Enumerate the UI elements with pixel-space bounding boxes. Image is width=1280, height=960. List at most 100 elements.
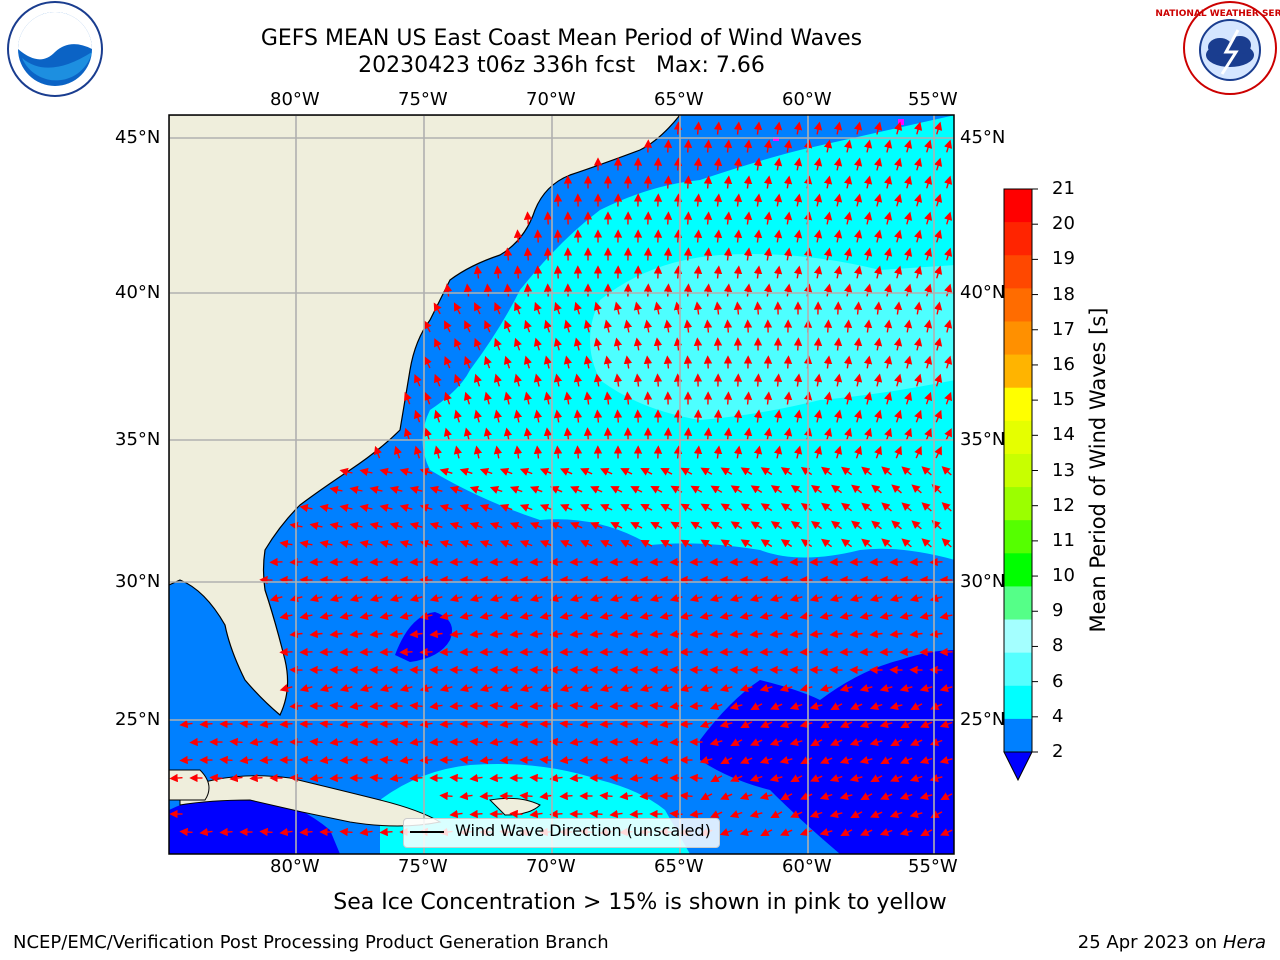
wind-wave-arrow [924,139,933,153]
wind-wave-arrow [720,467,733,476]
wind-wave-arrow [620,540,633,548]
wind-wave-arrow [894,265,903,279]
colorbar-segment [1004,718,1032,753]
wind-wave-arrow [499,684,513,693]
wind-wave-arrow [249,773,263,783]
wind-wave-arrow [454,338,462,351]
wind-wave-arrow [469,521,483,530]
wind-wave-arrow [699,611,713,621]
wind-wave-arrow [769,594,783,603]
wind-wave-arrow [703,139,713,153]
wind-wave-arrow [929,738,943,747]
wind-wave-arrow [493,373,502,387]
wind-wave-arrow [891,484,902,494]
wind-wave-arrow [600,540,613,548]
wind-wave-arrow [289,773,303,783]
wind-wave-arrow [580,468,593,476]
wind-wave-arrow [483,355,492,369]
wind-wave-arrow [583,355,593,369]
wind-wave-arrow [529,701,543,711]
wind-wave-arrow [439,503,453,512]
wind-wave-arrow [773,193,783,207]
map-layers [169,115,954,854]
wind-wave-arrow [669,629,683,639]
wind-wave-arrow [853,193,863,207]
wind-wave-arrow [513,229,523,243]
wind-wave-arrow [613,301,622,315]
wind-wave-arrow [849,774,863,783]
wind-wave-arrow [874,193,883,207]
wind-wave-arrow [659,611,673,621]
wind-wave-arrow [689,773,703,783]
wind-wave-arrow [593,301,602,315]
wind-wave-arrow [679,611,693,621]
colorbar-tick-label: 20 [1052,213,1075,235]
wind-wave-arrow [259,755,273,765]
wind-wave-arrow [720,503,733,512]
wind-wave-arrow [713,193,723,207]
wind-wave-arrow [839,611,853,621]
wind-wave-arrow [783,247,793,261]
wind-wave-arrow [934,193,943,207]
wind-wave-arrow [883,319,893,333]
wind-wave-arrow [843,391,853,405]
wind-wave-arrow [934,157,943,171]
wind-wave-arrow [873,301,883,315]
wind-wave-arrow [693,157,703,171]
colorbar-segment [1004,652,1032,687]
wind-wave-arrow [619,611,633,621]
wind-wave-arrow [793,373,803,387]
wind-wave-arrow [599,791,613,801]
wind-wave-arrow [660,539,673,548]
wind-wave-arrow [663,211,673,225]
wind-wave-arrow [849,629,863,639]
wind-wave-arrow [881,502,892,512]
wind-wave-arrow [941,466,952,476]
wind-wave-arrow [680,467,693,476]
wind-wave-arrow [439,791,453,801]
wind-wave-arrow [519,791,533,801]
wind-wave-arrow [570,486,583,494]
wind-wave-arrow [329,485,343,495]
wind-wave-arrow [389,594,403,603]
wind-wave-arrow [829,774,843,783]
wind-wave-arrow [851,484,863,494]
wind-wave-arrow [663,175,673,189]
wind-wave-arrow [633,301,643,315]
wind-wave-arrow [550,486,563,494]
wind-wave-arrow [713,301,723,315]
wind-wave-arrow [449,809,463,819]
wind-wave-arrow [934,373,943,387]
wind-wave-arrow [809,594,823,603]
colorbar-label: Mean Period of Wind Waves [s] [1086,308,1110,633]
wind-wave-arrow [513,409,523,423]
wind-wave-arrow [944,355,953,369]
wind-wave-arrow [769,629,783,639]
wind-wave-arrow [369,701,383,711]
wind-wave-arrow [349,485,363,495]
wind-wave-arrow [760,467,773,476]
wind-wave-arrow [573,301,582,315]
wind-wave-arrow [723,175,733,189]
wind-wave-arrow [519,611,533,621]
wind-wave-arrow [819,828,833,837]
wind-wave-arrow [479,467,493,476]
wind-wave-arrow [730,521,743,530]
wind-wave-arrow [880,792,893,800]
wind-wave-arrow [750,485,763,494]
wind-wave-arrow [700,503,713,512]
wind-wave-arrow [549,809,563,819]
wind-wave-arrow [620,504,633,512]
wind-wave-arrow [793,409,803,423]
sea-ice-patch-2 [773,137,779,141]
wind-wave-arrow [689,809,703,819]
wind-wave-arrow [770,702,783,710]
wind-wave-arrow [680,503,693,512]
wind-wave-arrow [379,539,393,548]
wind-wave-arrow [169,773,183,783]
wind-wave-arrow [289,521,303,531]
wind-wave-arrow [179,827,193,837]
wind-wave-arrow [749,629,763,639]
wind-wave-arrow [914,373,923,387]
wind-wave-arrow [869,738,883,747]
